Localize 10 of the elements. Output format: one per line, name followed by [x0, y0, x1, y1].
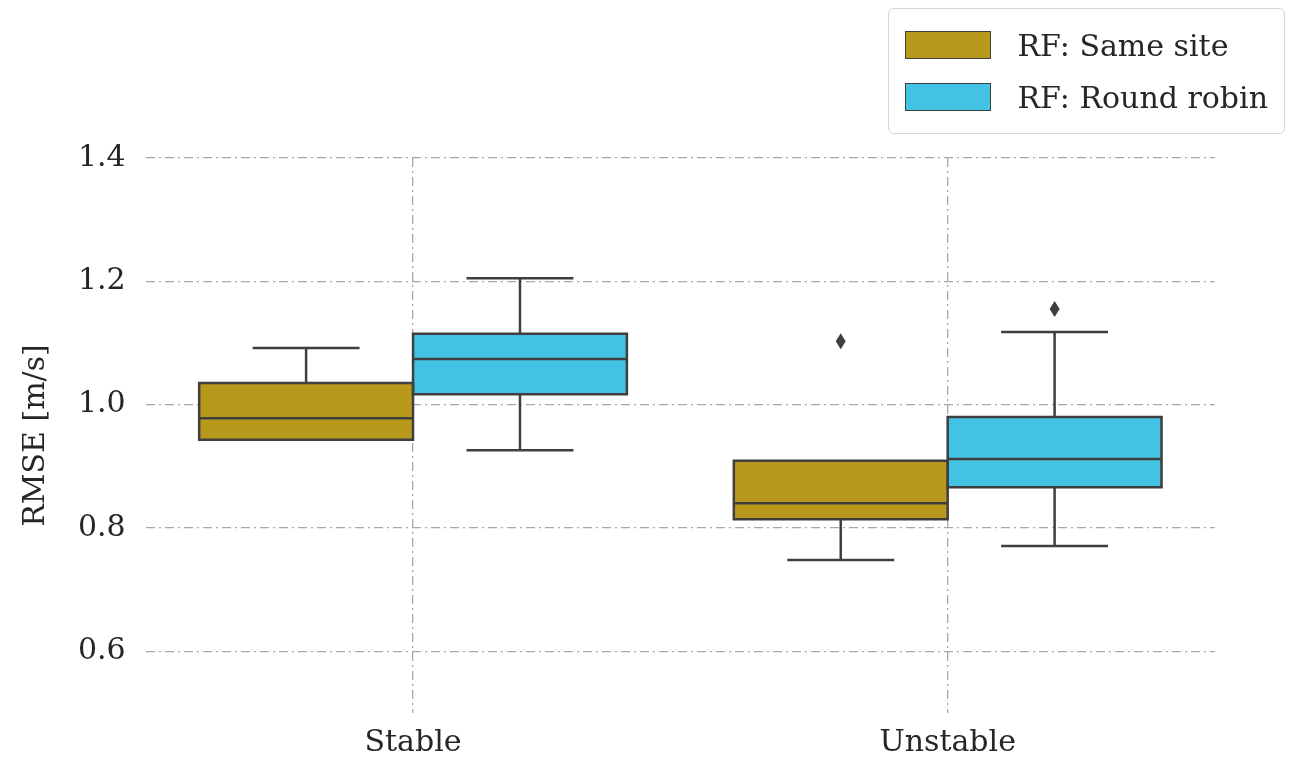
y-tick-label: 1.2 [77, 261, 126, 297]
y-tick-label: 1.4 [77, 137, 126, 173]
x-tick-label: Stable [364, 722, 462, 758]
legend-label: RF: Round robin [1017, 79, 1268, 115]
y-tick-label: 0.6 [77, 631, 126, 667]
y-tick-label: 1.0 [77, 384, 126, 420]
legend-label: RF: Same site [1017, 27, 1229, 63]
x-tick-label: Unstable [879, 722, 1016, 758]
y-axis-title: RMSE [m/s] [15, 344, 51, 527]
y-tick-label: 0.8 [77, 507, 126, 543]
